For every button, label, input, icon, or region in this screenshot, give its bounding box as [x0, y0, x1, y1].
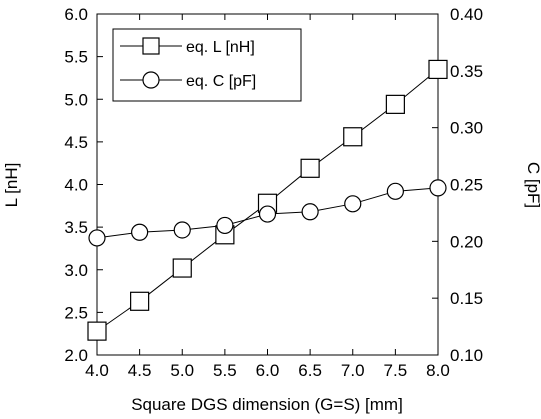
data-point-circle [216, 216, 234, 235]
y-right-tick-label: 0.15 [450, 289, 483, 308]
x-tick-label: 7.0 [341, 361, 365, 380]
y-right-tick-label: 0.30 [450, 119, 483, 138]
y-left-tick-label: 4.0 [64, 176, 88, 195]
y-left-tick-label: 2.0 [64, 346, 88, 365]
legend: eq. L [nH] eq. C [pF] [112, 28, 302, 102]
y-left-tick-label: 4.5 [64, 133, 88, 152]
data-point-circle [429, 179, 447, 197]
data-point-circle [173, 221, 191, 239]
series-markers [87, 59, 448, 341]
y-left-tick-label: 3.0 [64, 261, 88, 280]
legend-label-l: eq. L [nH] [186, 39, 255, 56]
data-point-circle [344, 195, 362, 213]
x-tick-label: 5.5 [213, 361, 237, 380]
x-tick-label: 6.0 [256, 361, 280, 380]
data-point-circle [131, 223, 149, 241]
y-left-tick-label: 6.0 [64, 5, 88, 24]
data-point-square [343, 127, 363, 147]
y-right-tick-label: 0.35 [450, 62, 483, 81]
y-left-tick-label: 5.0 [64, 90, 88, 109]
y-right-tick-label: 0.40 [450, 5, 483, 24]
x-tick-label: 8.0 [426, 361, 450, 380]
x-tick-label: 4.0 [85, 361, 109, 380]
data-point-square [87, 321, 107, 341]
x-tick-label: 6.5 [298, 361, 322, 380]
x-tick-label: 7.5 [384, 361, 408, 380]
y-left-axis-label: L [nH] [2, 163, 21, 208]
data-point-circle [301, 203, 319, 221]
data-point-square [385, 94, 405, 114]
legend-label-c: eq. C [pF] [186, 73, 256, 90]
y-left-tick-label: 3.5 [64, 218, 88, 237]
y-left-tick-label: 2.5 [64, 303, 88, 322]
data-point-circle [258, 205, 277, 223]
y-right-tick-label: 0.20 [450, 232, 483, 251]
x-tick-label: 4.5 [128, 361, 152, 380]
data-point-square [300, 158, 320, 178]
y-left-tick-label: 5.5 [64, 48, 88, 67]
x-axis-label: Square DGS dimension (G=S) [mm] [131, 395, 403, 414]
y-right-axis-label: C [pF] [524, 162, 541, 208]
x-tick-label: 5.0 [170, 361, 194, 380]
data-point-square [428, 59, 448, 80]
data-point-square [130, 291, 150, 311]
data-point-circle [386, 182, 404, 200]
data-point-circle [88, 229, 106, 247]
axis-ticks: 4.0 4.5 5.0 5.5 6.0 6.5 7.0 7.5 8.0 2.0 2.5 3.0 3.5 4… [64, 5, 483, 380]
legend-marker-circle [142, 71, 160, 89]
data-point-square [172, 258, 192, 278]
legend-marker-square [142, 37, 160, 55]
y-right-tick-label: 0.25 [450, 176, 483, 195]
y-right-tick-label: 0.10 [450, 346, 483, 365]
